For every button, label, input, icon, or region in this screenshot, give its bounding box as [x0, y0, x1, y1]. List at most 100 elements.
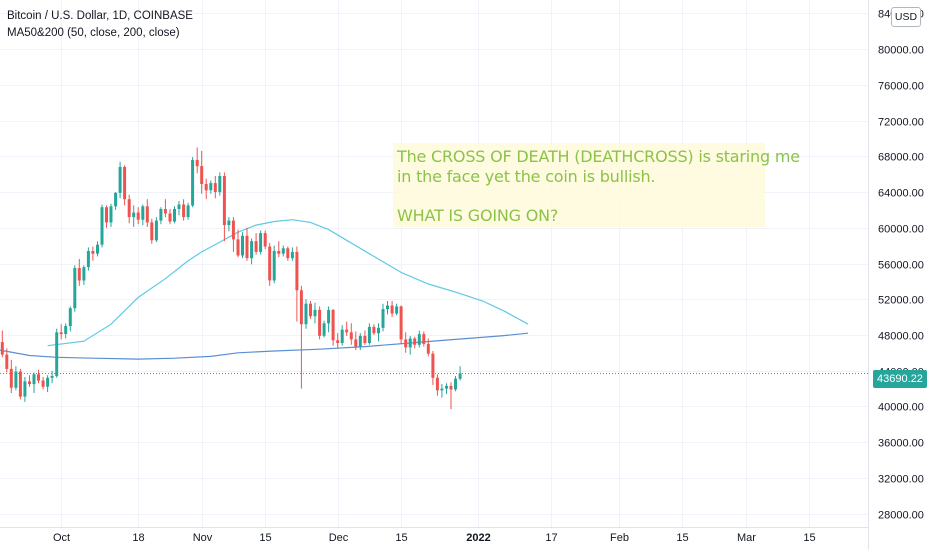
candle — [268, 243, 272, 286]
candle — [77, 259, 81, 286]
candle — [200, 151, 204, 194]
candle — [82, 265, 86, 285]
candle — [354, 331, 358, 351]
candle — [96, 241, 99, 257]
candle — [318, 306, 322, 340]
candle — [18, 368, 22, 400]
candle-body — [209, 183, 213, 191]
candle-body — [200, 166, 204, 184]
candle — [358, 333, 362, 351]
candle-body — [408, 338, 412, 348]
candle — [91, 246, 95, 261]
candle-body — [286, 248, 290, 259]
candle-body — [186, 205, 190, 217]
candle-body — [422, 334, 426, 344]
y-tick-label: 80000.00 — [878, 45, 924, 57]
candle-body — [37, 374, 40, 381]
candle-body — [123, 167, 127, 200]
candle — [109, 203, 113, 227]
candle — [454, 376, 457, 392]
candle-body — [159, 209, 163, 221]
annotation-line-2: in the face yet the coin is bullish. — [397, 167, 656, 186]
y-tick-label: 64000.00 — [878, 188, 924, 200]
candle — [299, 285, 303, 389]
candle-body — [191, 159, 195, 206]
candle-body — [23, 381, 27, 397]
y-tick-label: 28000.00 — [878, 510, 924, 522]
indicator-label[interactable]: MA50&200 (50, close, 200, close) — [7, 27, 180, 39]
candle-body — [145, 206, 149, 223]
candle — [331, 309, 335, 346]
last-price-tag: 43690.22 — [873, 370, 927, 388]
candle-body — [304, 303, 308, 325]
candle-body — [331, 309, 335, 341]
currency-button[interactable]: USD — [891, 7, 921, 27]
x-tick-label: Nov — [193, 532, 213, 544]
candle — [422, 331, 426, 347]
candle — [37, 369, 40, 384]
y-tick-label: 56000.00 — [878, 260, 924, 272]
candle-body — [263, 233, 267, 247]
candle — [9, 360, 13, 393]
candle-body — [100, 207, 104, 245]
candle-body — [18, 371, 22, 397]
x-tick-label: 15 — [803, 532, 815, 544]
candle — [50, 370, 54, 384]
candle-body — [454, 378, 457, 390]
candle-body — [345, 329, 349, 333]
x-tick-label: 15 — [259, 532, 271, 544]
candle — [417, 330, 421, 348]
ma-line-ma50 — [47, 219, 529, 347]
candle-body — [241, 235, 244, 256]
symbol-title[interactable]: Bitcoin / U.S. Dollar, 1D, COINBASE — [7, 10, 193, 22]
candle-body — [449, 385, 453, 390]
candle — [209, 180, 213, 194]
candle-body — [386, 305, 389, 310]
candle — [431, 351, 435, 385]
candle — [363, 330, 367, 345]
candle — [132, 205, 136, 227]
candle-body — [5, 354, 9, 369]
y-tick-label: 32000.00 — [878, 474, 924, 486]
candle-body — [299, 290, 303, 325]
candle — [123, 165, 127, 206]
candle — [218, 172, 222, 196]
candle-body — [372, 326, 376, 334]
candle — [5, 348, 9, 373]
candle-body — [127, 199, 131, 218]
candle — [345, 321, 349, 336]
candle-body — [32, 374, 36, 385]
annotation-note-box[interactable] — [393, 143, 765, 227]
candle-body — [204, 184, 208, 191]
candle-body — [318, 309, 322, 336]
candle — [173, 206, 176, 224]
candle-body — [77, 268, 81, 281]
candle — [0, 330, 4, 358]
candle-body — [245, 235, 249, 259]
candle — [182, 199, 186, 221]
candle — [59, 324, 63, 340]
candle — [28, 375, 31, 387]
candle-body — [182, 204, 186, 217]
candle — [281, 245, 285, 257]
candle — [231, 217, 235, 252]
candle-body — [440, 388, 444, 391]
candle-body — [218, 176, 222, 193]
candle — [340, 325, 344, 346]
candle — [86, 247, 90, 271]
candle-body — [259, 233, 263, 252]
candle — [14, 366, 18, 391]
x-tick-label: Mar — [737, 532, 756, 544]
candle-body — [367, 326, 371, 343]
candle — [304, 299, 308, 329]
candle — [114, 192, 118, 210]
candle-body — [132, 212, 136, 218]
candle-body — [395, 306, 399, 314]
candle — [236, 229, 240, 258]
y-tick-label: 48000.00 — [878, 331, 924, 343]
candle-body — [322, 323, 326, 336]
y-tick-label: 60000.00 — [878, 224, 924, 236]
candle-body — [9, 368, 13, 388]
